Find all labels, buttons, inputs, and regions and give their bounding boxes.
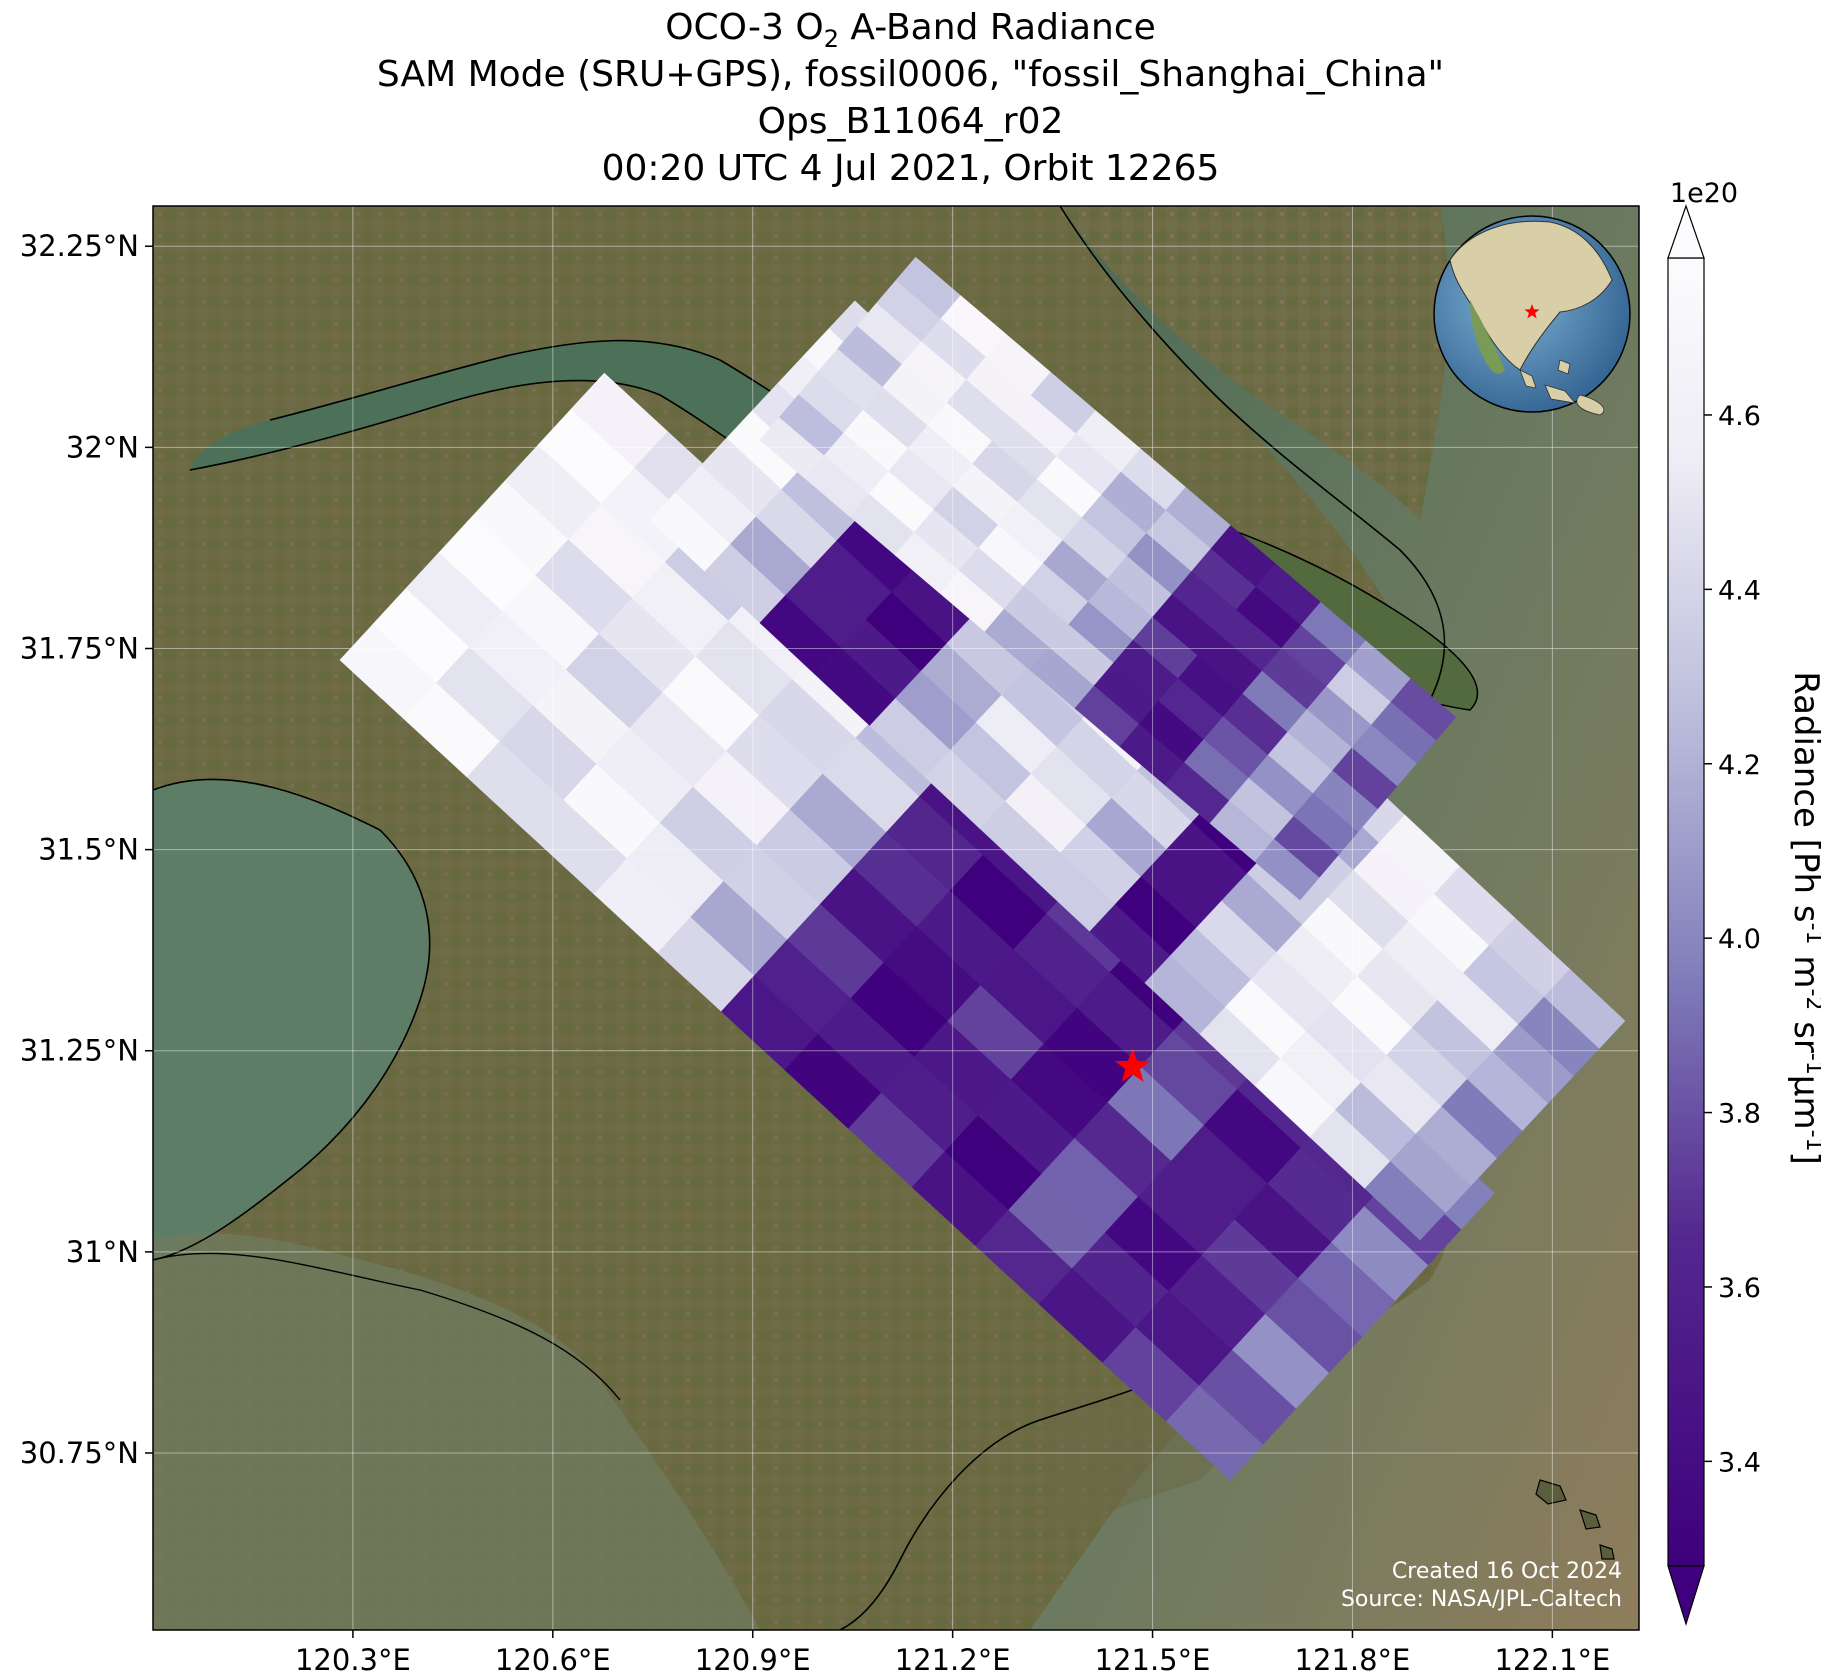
swath-cell [1390, 678, 1457, 741]
north-bank-land [1060, 206, 1449, 520]
lake-tai-shore [153, 778, 431, 1261]
target-star-marker[interactable] [1115, 1048, 1151, 1082]
colorbar-tick-label: 4.0 [1718, 924, 1761, 955]
colorbar-extend-high [1667, 204, 1705, 259]
colorbar-tick-label: 3.6 [1718, 1273, 1761, 1304]
latitude-axis: 32.25°N 32°N 31.75°N 31.5°N 31.25°N 31°N 30.75… [20, 229, 153, 1470]
lake-south [153, 1233, 760, 1630]
colorbar-label: Radiance [Ph s-1 m-2 sr-1μm-1] [1786, 671, 1821, 1165]
chart-title: OCO-3 O2 A-Band Radiance [665, 7, 1156, 54]
lat-tick-label: 31°N [66, 1235, 139, 1269]
globe-star-marker [1524, 304, 1540, 319]
chart-subtitle-version: Ops_B11064_r02 [757, 101, 1064, 142]
lat-tick-label: 31.75°N [20, 631, 139, 665]
lake-tai [153, 779, 430, 1260]
lat-tick-label: 31.25°N [20, 1034, 139, 1068]
longitude-axis: 120.3°E 120.6°E 120.9°E 121.2°E 121.5°E 121.8… [295, 1630, 1610, 1677]
lon-tick-label: 120.3°E [295, 1643, 411, 1677]
map-panel[interactable]: Created 16 Oct 2024 Source: NASA/JPL-Cal… [153, 206, 1639, 1630]
chart-subtitle-time-orbit: 00:20 UTC 4 Jul 2021, Orbit 12265 [601, 148, 1220, 189]
credit-created: Created 16 Oct 2024 [1392, 1559, 1622, 1584]
colorbar-extend-low [1667, 1565, 1705, 1627]
chart-subtitle-mode: SAM Mode (SRU+GPS), fossil0006, "fossil_… [376, 54, 1445, 95]
colorbar-tick-label: 3.4 [1718, 1447, 1761, 1478]
colorbar-exponent: 1e20 [1670, 178, 1738, 209]
colorbar-tick-label: 3.8 [1718, 1099, 1761, 1130]
colorbar-tick-label: 4.6 [1718, 401, 1761, 432]
radiance-swaths [339, 256, 1626, 1481]
colorbar-ticks: 3.4 3.6 3.8 4.0 4.2 4.4 4.6 [1704, 401, 1761, 1478]
colorbar-tick-label: 4.2 [1718, 750, 1761, 781]
inset-globe [1433, 215, 1631, 416]
colorbar-body [1667, 257, 1705, 1567]
colorbar: 3.4 3.6 3.8 4.0 4.2 4.4 4.6 1e20 Radiance [Ph … [1667, 178, 1821, 1627]
colorbar-tick-label: 4.4 [1718, 575, 1761, 606]
lon-tick-label: 121.5°E [1095, 1643, 1211, 1677]
islands [1535, 1479, 1615, 1560]
credit-source: Source: NASA/JPL-Caltech [1341, 1587, 1622, 1612]
map-frame [152, 205, 1640, 1631]
lon-tick-label: 122.1°E [1494, 1643, 1610, 1677]
lon-tick-label: 120.6°E [495, 1643, 611, 1677]
gridlines [153, 206, 1639, 1630]
lon-tick-label: 121.2°E [895, 1643, 1011, 1677]
lat-tick-label: 32.25°N [20, 229, 139, 263]
swath-cell [1543, 969, 1626, 1049]
lon-tick-label: 121.8°E [1295, 1643, 1411, 1677]
lat-tick-label: 30.75°N [20, 1436, 139, 1470]
lat-tick-label: 32°N [66, 430, 139, 464]
lon-tick-label: 120.9°E [695, 1643, 811, 1677]
lat-tick-label: 31.5°N [38, 833, 139, 867]
